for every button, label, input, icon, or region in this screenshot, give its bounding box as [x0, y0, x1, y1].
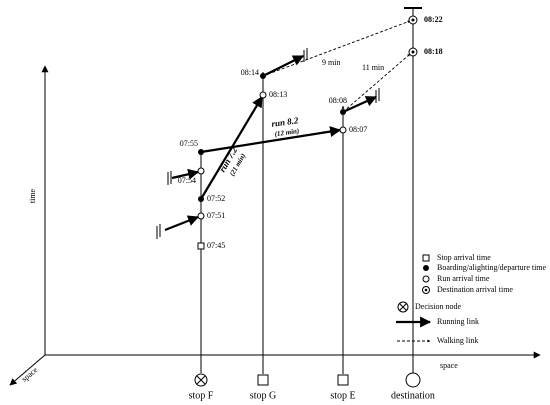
boarding-node — [340, 109, 346, 115]
legend-symbol — [422, 275, 430, 283]
legend-label: Walking link — [437, 336, 478, 345]
time-label: time — [28, 188, 37, 203]
time-label: 08:14 — [241, 68, 259, 77]
bar — [167, 171, 172, 185]
decision-node — [194, 373, 208, 387]
legend-label: Boarding/alighting/departure time — [437, 263, 547, 272]
stop-symbol — [257, 374, 269, 386]
running-link — [200, 126, 342, 154]
space-label: space — [440, 361, 458, 370]
time-label: 07:45 — [207, 241, 225, 250]
legend-symbol — [422, 254, 430, 262]
time-label: 07:52 — [207, 194, 225, 203]
time-label: 07:55 — [180, 139, 198, 148]
boarding-node — [198, 149, 204, 155]
run-label: run 8.2 — [271, 115, 300, 129]
boarding-node — [198, 196, 204, 202]
run-arrival-node — [197, 167, 205, 175]
time-label: 08:07 — [349, 125, 367, 134]
stop-label: destination — [391, 390, 435, 401]
running-link — [171, 168, 200, 180]
legend-label: Running link — [437, 317, 479, 326]
bar — [156, 224, 161, 239]
stop-label: stop F — [189, 390, 214, 401]
legend-symbol — [423, 265, 429, 271]
running-link — [262, 55, 304, 77]
run-arrival-node — [197, 212, 205, 220]
time-label: 08:08 — [329, 96, 347, 105]
stop-label: stop E — [330, 390, 355, 401]
stop-arrival-node — [197, 242, 205, 250]
legend-label: Stop arrival time — [437, 253, 491, 262]
destination-node — [408, 47, 418, 57]
legend-label: Run arrival time — [437, 274, 490, 283]
legend-label: Destination arrival time — [437, 285, 513, 294]
space-diagonal-label: space — [20, 365, 40, 384]
legend-symbol — [397, 301, 409, 313]
bar — [303, 48, 308, 62]
stop-symbol — [337, 374, 349, 386]
space-diagonal-axis — [9, 354, 46, 386]
run-arrival-node — [259, 91, 267, 99]
destination-symbol — [405, 372, 421, 388]
time-label: 07:54 — [178, 176, 196, 185]
time-label: 08:18 — [424, 47, 443, 56]
walk-label: 9 min — [322, 58, 340, 67]
time-label: 07:51 — [207, 211, 225, 220]
run-duration: (12 min) — [274, 127, 300, 138]
time-label: 08:22 — [424, 15, 443, 24]
walk-label: 11 min — [362, 63, 384, 72]
legend-symbol — [422, 286, 430, 294]
running-link — [164, 215, 200, 232]
walking-link — [262, 20, 411, 77]
bar — [375, 88, 380, 103]
stop-label: stop G — [250, 390, 276, 401]
boarding-node — [260, 73, 266, 79]
running-link — [342, 95, 378, 114]
run-arrival-node — [339, 126, 347, 134]
time-label: 08:13 — [269, 90, 287, 99]
destination-node — [408, 15, 418, 25]
legend-label: Decision node — [415, 302, 461, 311]
